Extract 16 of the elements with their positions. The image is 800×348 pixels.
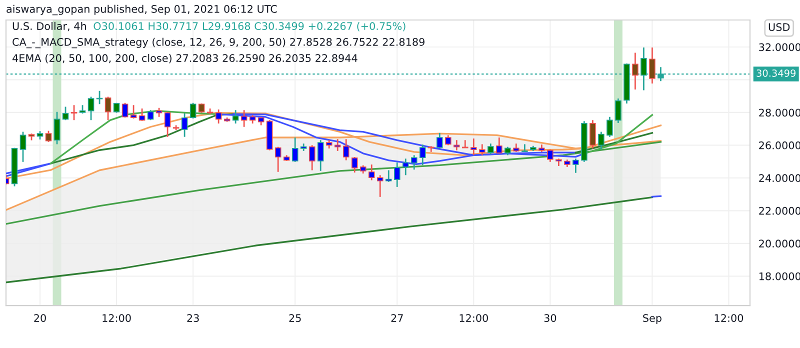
annotation: 4EMA (20, 50, 100, 200, close) 27.2083 26.2590 26.2035 22.8944 (12, 54, 358, 64)
ref-line-label: 30.3499 (756, 69, 796, 77)
x-tick-label: 12:00 (714, 314, 744, 322)
annotation: O30.1061 H30.7717 L29.9168 C30.3499 +0.2267 (+0.75%) (94, 22, 406, 32)
x-tick-label: 30 (544, 314, 556, 322)
x-tick-label: 12:00 (102, 314, 131, 322)
x-tick-label: 23 (187, 314, 199, 322)
x-tick-label: 12:00 (460, 314, 488, 322)
annotation: CA_-_MACD_SMA_strategy (close, 12, 26, 9, 200, 50) 27.8528 26.7522 22.8189 (12, 38, 424, 48)
x-tick-label: Sep (643, 314, 662, 324)
chart-title: U.S. Dollar, 4h (12, 22, 86, 32)
x-tick-label: 25 (289, 314, 301, 322)
y-axis-title: USD (768, 23, 790, 32)
x-tick-label: 20 (34, 314, 46, 322)
chart-subtitle: aiswarya_gopan published, Sep 01, 2021 06:12 UTC (6, 4, 277, 16)
x-tick-label: 27 (391, 314, 403, 322)
